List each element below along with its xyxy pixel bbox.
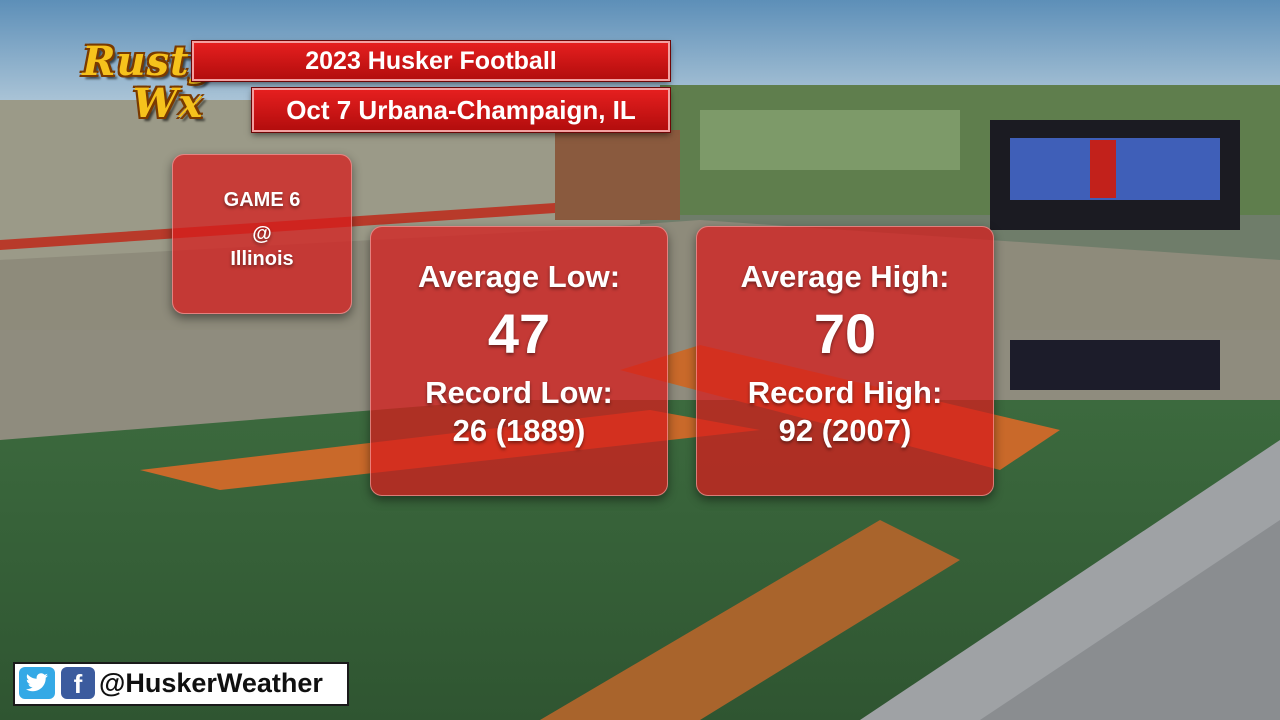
twitter-icon [19,667,55,699]
social-handle: @HuskerWeather [99,668,323,698]
logo-line-1: Rusty [82,38,214,85]
facebook-icon: f [61,667,95,699]
low-temperature-card: Average Low: 47 Record Low: 26 (1889) [370,226,668,496]
record-high-label: Record High: [747,375,943,410]
average-low-label: Average Low: [417,259,621,294]
logo-line-2: Wx [132,80,204,127]
social-handle-bar: f @HuskerWeather [13,662,349,706]
high-temperature-card: Average High: 70 Record High: 92 (2007) [696,226,994,496]
location-banner: Oct 7 Urbana-Champaign, IL [252,88,670,132]
record-low-value: 26 (1889) [452,413,586,448]
rusty-wx-logo: Rusty Wx [58,38,258,130]
average-high-label: Average High: [740,259,950,294]
game-number: GAME 6 [223,189,301,211]
game-at: @ [252,223,272,245]
record-low-label: Record Low: [425,375,613,410]
record-high-value: 92 (2007) [778,413,912,448]
game-card: GAME 6 @ Illinois [172,154,352,314]
title-banner: 2023 Husker Football [192,41,670,81]
game-opponent: Illinois [230,248,294,270]
average-high-value: 70 [813,302,877,365]
average-low-value: 47 [487,302,551,365]
